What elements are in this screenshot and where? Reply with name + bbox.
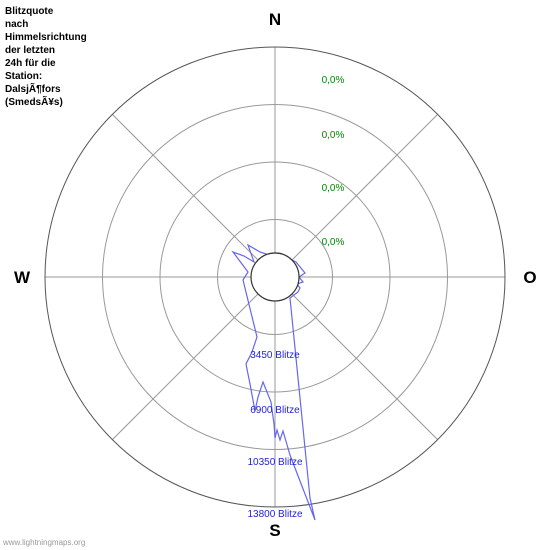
- center-circle: [251, 253, 299, 301]
- blue-ring-label: 3450 Blitze: [250, 350, 300, 361]
- green-ring-label: 0,0%: [322, 237, 345, 248]
- direction-label-s: S: [269, 521, 280, 540]
- green-ring-labels: 0,0% 0,0% 0,0% 0,0%: [322, 75, 345, 248]
- direction-label-o: O: [523, 268, 536, 287]
- direction-label-n: N: [269, 10, 281, 29]
- green-ring-label: 0,0%: [322, 130, 345, 141]
- direction-label-w: W: [14, 268, 31, 287]
- blue-ring-label: 6900 Blitze: [250, 405, 300, 416]
- footer-credit: www.lightningmaps.org: [3, 538, 85, 547]
- blue-ring-label: 13800 Blitze: [247, 509, 302, 520]
- green-ring-label: 0,0%: [322, 183, 345, 194]
- blue-ring-label: 10350 Blitze: [247, 457, 302, 468]
- green-ring-label: 0,0%: [322, 75, 345, 86]
- polar-chart: N O S W 0,0% 0,0% 0,0% 0,0% 3450 Blitze 6900 Bl…: [0, 0, 550, 550]
